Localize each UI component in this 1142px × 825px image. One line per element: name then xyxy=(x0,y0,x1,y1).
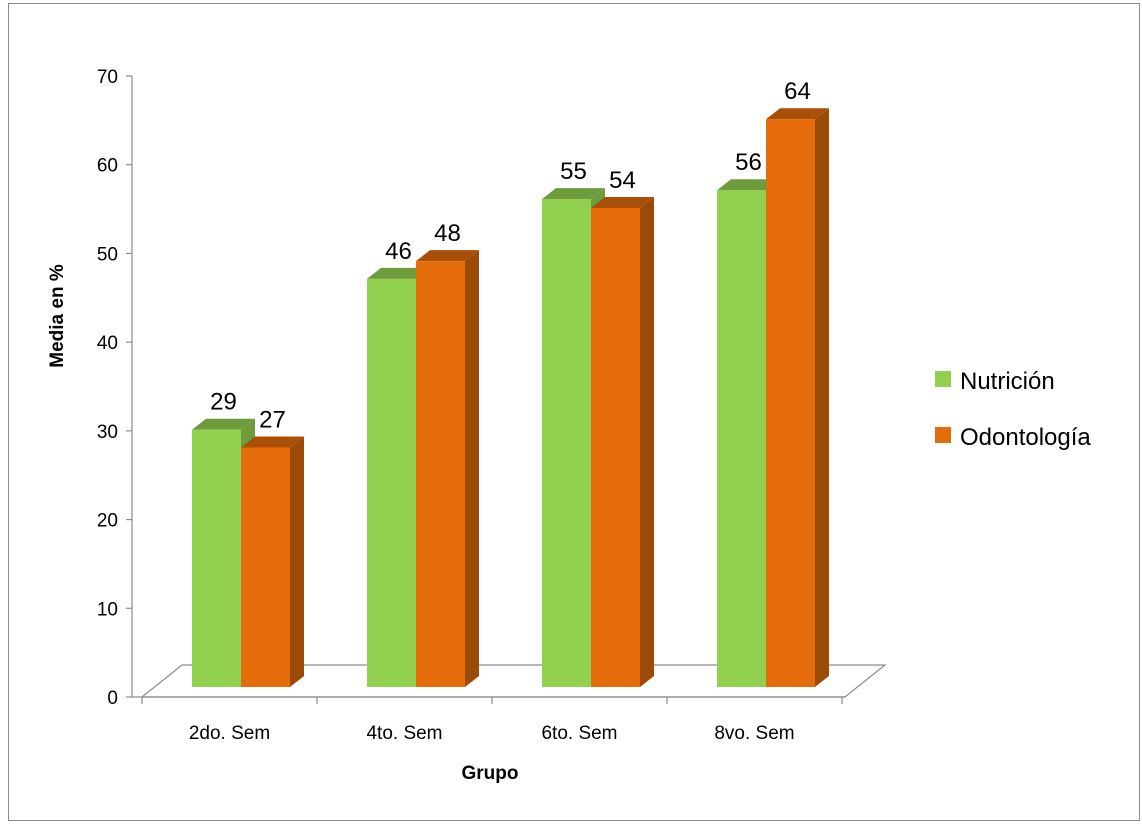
y-tick-label: 0 xyxy=(107,688,118,709)
x-tick-label: 2do. Sem xyxy=(189,723,270,744)
bar-side xyxy=(465,250,479,687)
bar-side xyxy=(815,108,829,687)
legend-label: Nutrición xyxy=(960,368,1055,395)
bar-front xyxy=(192,429,241,687)
bar-top xyxy=(591,196,654,208)
x-axis-title: Grupo xyxy=(462,763,519,784)
legend-label: Odontología xyxy=(960,424,1091,451)
y-tick-label: 30 xyxy=(97,422,118,443)
bar xyxy=(416,250,479,687)
bar xyxy=(591,196,654,687)
y-tick-label: 20 xyxy=(97,511,118,532)
bar-front xyxy=(416,261,465,687)
data-label: 29 xyxy=(210,389,237,416)
legend-swatch xyxy=(935,427,951,443)
bar-front xyxy=(591,207,640,687)
data-label: 54 xyxy=(609,167,636,194)
x-tick-label: 6to. Sem xyxy=(541,723,617,744)
x-tick-label: 4to. Sem xyxy=(366,723,442,744)
bar-top xyxy=(717,179,780,191)
legend: Nutrición Odontología xyxy=(935,368,1091,451)
bar-top xyxy=(241,436,304,448)
bar-side xyxy=(290,436,304,687)
data-label: 27 xyxy=(259,406,286,433)
y-tick-label: 50 xyxy=(97,244,118,265)
y-tick-label: 10 xyxy=(97,599,118,620)
bar-chart: 0 10 20 30 40 50 60 70 2do. Sem 4to. Sem 6to. Sem 8… xyxy=(47,67,1091,784)
data-label: 46 xyxy=(385,238,412,265)
bar xyxy=(766,108,829,687)
data-label: 56 xyxy=(735,149,762,176)
data-label: 55 xyxy=(560,158,587,185)
bar-top xyxy=(192,418,255,430)
y-axis-title: Media en % xyxy=(47,264,68,368)
bar-front xyxy=(367,278,416,687)
chart-frame: 0 10 20 30 40 50 60 70 2do. Sem 4to. Sem 6to. Sem 8… xyxy=(8,3,1140,821)
bar-top xyxy=(766,108,829,120)
x-tick-label: 8vo. Sem xyxy=(714,723,794,744)
bar-top xyxy=(542,188,605,200)
bar-side xyxy=(640,196,654,687)
legend-swatch xyxy=(935,371,951,387)
data-label: 64 xyxy=(784,78,811,105)
data-label: 48 xyxy=(434,220,461,247)
bar xyxy=(241,436,304,687)
bar-top xyxy=(367,267,430,279)
bar-front xyxy=(241,447,290,687)
y-tick-label: 40 xyxy=(97,333,118,354)
bar-front xyxy=(766,119,815,687)
y-tick-label: 70 xyxy=(97,67,118,88)
bar-top xyxy=(416,250,479,262)
bar-front xyxy=(542,199,591,688)
bar-front xyxy=(717,190,766,687)
y-tick-label: 60 xyxy=(97,156,118,177)
